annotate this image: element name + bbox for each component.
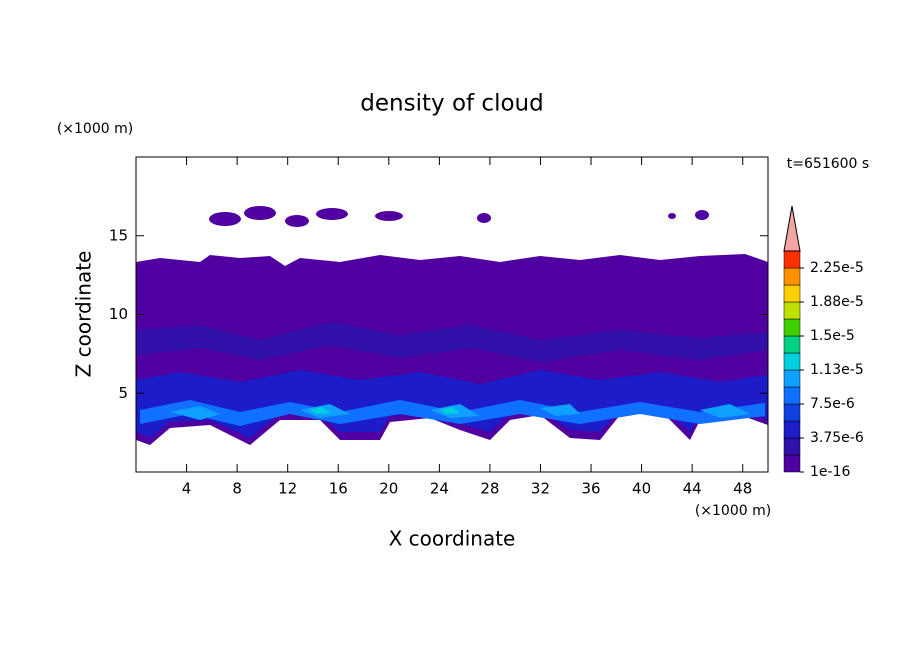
x-unit: (×1000 m) [695, 503, 771, 519]
cloud-layer-3 [136, 370, 768, 438]
x-tick-label: 8 [232, 480, 242, 498]
y-tick-label: 5 [118, 384, 128, 402]
colorbar-swatch [783, 437, 801, 456]
x-tick-label: 20 [379, 480, 398, 498]
x-tick-label: 48 [733, 480, 752, 498]
y-axis-label: Z coordinate [72, 251, 96, 378]
cloud-layer-2 [136, 322, 768, 362]
y-tick-label: 10 [109, 305, 128, 323]
x-tick-label: 24 [430, 480, 449, 498]
chart-title: density of cloud [360, 91, 543, 117]
x-tick-label: 44 [683, 480, 702, 498]
colorbar-tick-label: 3.75e-6 [810, 430, 864, 446]
x-tick-label: 40 [632, 480, 651, 498]
colorbar-swatch [783, 335, 801, 354]
y-tick-label: 15 [109, 226, 128, 244]
cloud-layer-5 [170, 404, 750, 420]
colorbar-tick-label: 7.5e-6 [810, 396, 855, 412]
colorbar-swatch [783, 403, 801, 422]
colorbar-swatch [783, 284, 801, 303]
x-tick-label: 12 [278, 480, 297, 498]
colorbar-swatch [783, 454, 801, 473]
colorbar-swatch [783, 250, 801, 269]
y-unit: (×1000 m) [57, 121, 133, 137]
upper-cloud [209, 206, 709, 227]
colorbar-swatch [783, 318, 801, 337]
colorbar-swatch [783, 267, 801, 286]
cloud-field [136, 206, 768, 445]
colorbar-tick-label: 1.88e-5 [810, 294, 864, 310]
x-tick-label: 4 [182, 480, 192, 498]
colorbar-swatch [783, 352, 801, 371]
x-axis-label: X coordinate [389, 527, 516, 551]
x-tick-label: 16 [329, 480, 348, 498]
colorbar-swatch [783, 420, 801, 439]
x-tick-label: 36 [581, 480, 600, 498]
colorbar-tick-label: 2.25e-5 [810, 260, 864, 276]
cloud-layer-6 [310, 407, 460, 414]
colorbar-extend [783, 205, 801, 252]
colorbar-tick-label: 1.5e-5 [810, 328, 855, 344]
colorbar-tick-label: 1.13e-5 [810, 362, 864, 378]
time-annotation: t=651600 s [787, 156, 869, 172]
colorbar-swatch [783, 369, 801, 388]
colorbar-tick-label: 1e-16 [810, 464, 850, 480]
colorbar-swatch [783, 386, 801, 405]
x-tick-label: 32 [531, 480, 550, 498]
colorbar-swatch [783, 301, 801, 320]
x-tick-label: 28 [480, 480, 499, 498]
